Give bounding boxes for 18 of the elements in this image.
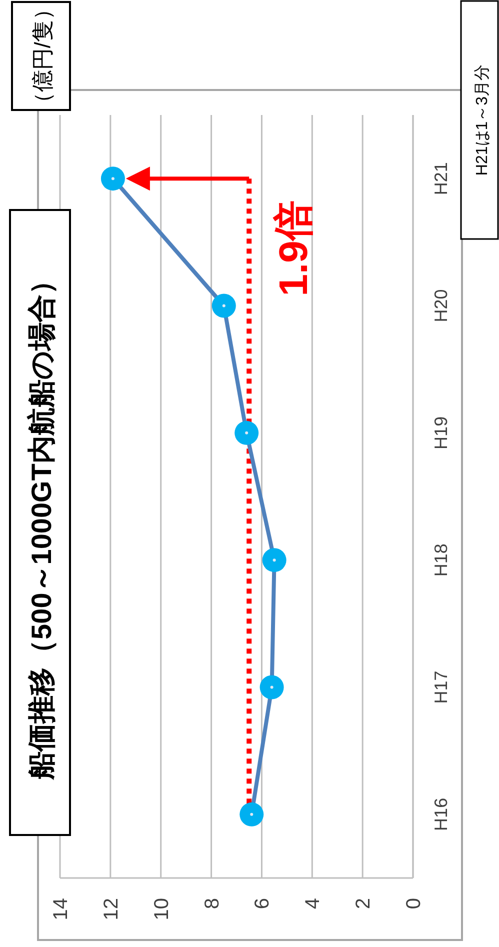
text: 船価推移（500～1000GT内航船の場合） xyxy=(26,266,57,780)
y-tick-label: H18 xyxy=(431,544,451,577)
x-tick-label: 10 xyxy=(150,898,173,920)
x-tick-label: 2 xyxy=(352,898,375,910)
x-tick-label: 4 xyxy=(302,898,324,910)
y-tick-label: H21 xyxy=(431,162,451,196)
y-tick-label: H16 xyxy=(431,798,451,831)
y-tick-label: H19 xyxy=(431,416,451,450)
x-tick-label: 6 xyxy=(252,898,274,910)
text: （億円/隻） xyxy=(30,0,55,114)
y-tick-label: H20 xyxy=(431,289,451,322)
x-tick-label: 14 xyxy=(50,898,72,920)
y-tick-label: H17 xyxy=(431,670,451,704)
annotation: 1.9倍 xyxy=(272,200,316,296)
x-tick-label: 8 xyxy=(201,898,224,910)
x-tick-label: 12 xyxy=(100,898,122,920)
text: H21は1～3月分 xyxy=(474,64,491,176)
x-tick-label: 0 xyxy=(403,898,425,910)
